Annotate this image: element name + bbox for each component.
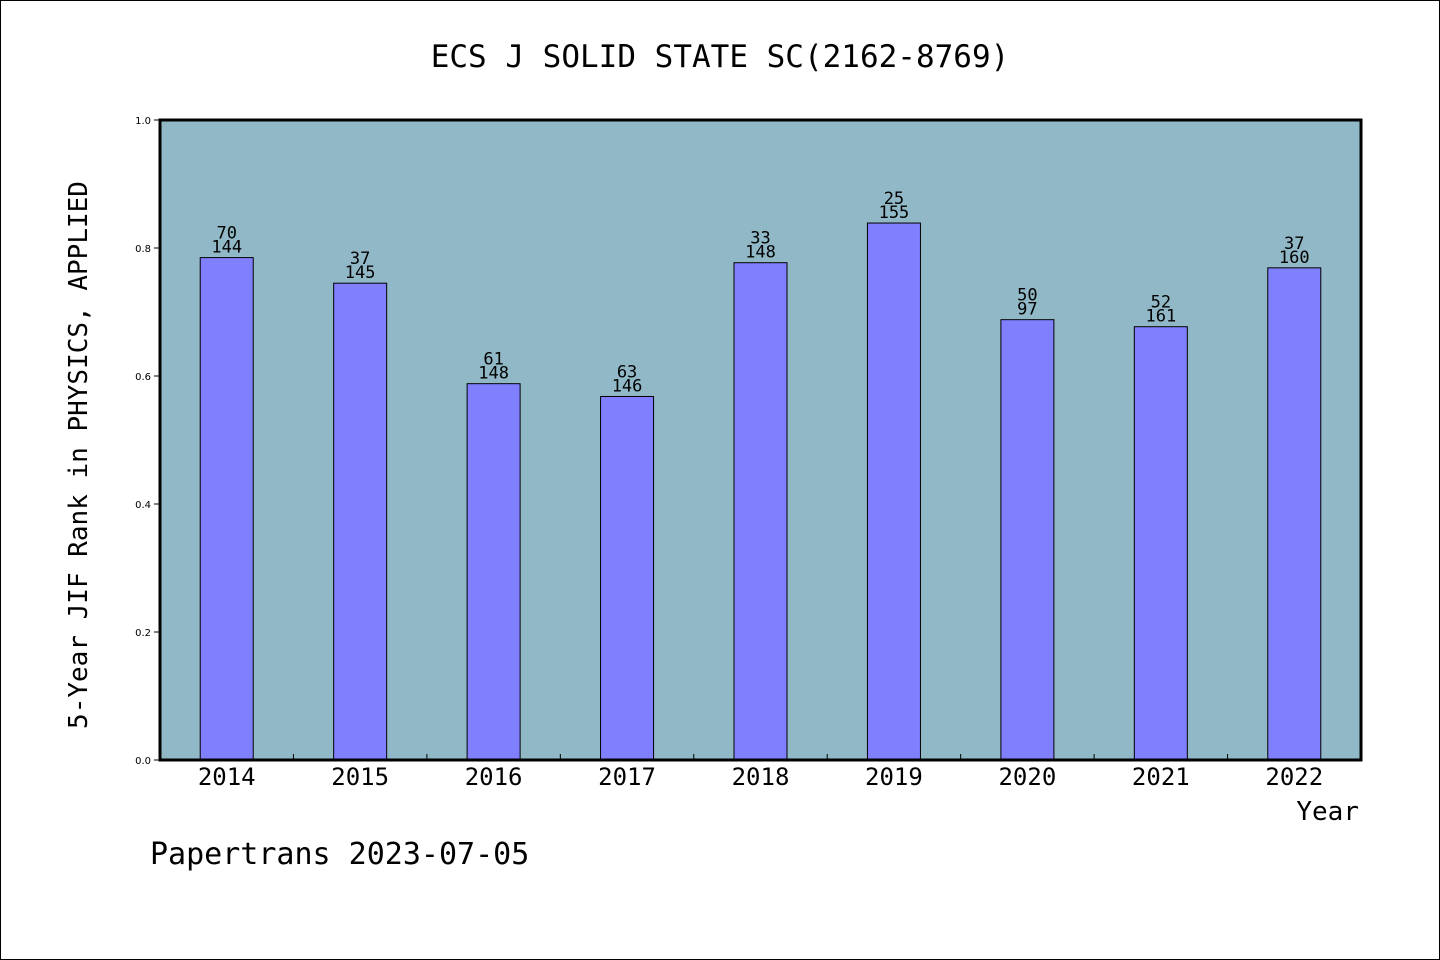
bar [866, 222, 921, 761]
plot-border [158, 118, 1363, 762]
footer-text: Papertrans 2023-07-05 [150, 837, 529, 872]
bar [1133, 326, 1188, 761]
bar-total-label: 144 [211, 238, 242, 258]
bar-rank-label: 70 [216, 224, 236, 244]
bar-rank-label: 61 [483, 350, 503, 370]
y-ticks-layer: 0.0 0.2 0.4 0.6 0.8 1.0 [135, 116, 160, 767]
bar-rank-label: 63 [617, 362, 637, 382]
bar-total-label: 148 [478, 364, 509, 384]
bar-total-label: 148 [745, 243, 776, 263]
bar [600, 395, 655, 761]
bar-total-label: 145 [345, 263, 376, 283]
y-tick-label: 0.0 [135, 756, 151, 767]
bar [199, 257, 254, 761]
bar [1000, 319, 1055, 761]
bar-total-label: 160 [1279, 248, 1310, 268]
x-tick-label: 2022 [1265, 763, 1323, 791]
bar [733, 262, 788, 761]
y-tick-label: 0.6 [135, 372, 151, 383]
x-ticks-layer: 2014 2015 2016 2017 2018 2019 2020 2021 2022 [198, 754, 1323, 791]
x-axis-label: Year [1296, 797, 1359, 827]
bar-rank-label: 50 [1017, 286, 1037, 306]
x-tick-label: 2017 [598, 763, 656, 791]
bar [1267, 267, 1322, 761]
bar-rank-label: 37 [350, 249, 370, 269]
x-tick-label: 2020 [998, 763, 1056, 791]
bar [333, 282, 388, 761]
chart-title: ECS J SOLID STATE SC(2162-8769) [431, 39, 1010, 75]
x-tick-label: 2018 [732, 763, 790, 791]
x-tick-label: 2021 [1132, 763, 1190, 791]
bar-rank-label: 33 [750, 229, 770, 249]
bar-rank-label: 25 [884, 189, 904, 209]
bar-total-label: 146 [612, 376, 643, 396]
x-tick-label: 2016 [465, 763, 523, 791]
y-tick-label: 0.8 [135, 244, 151, 255]
y-tick-label: 1.0 [135, 116, 151, 127]
y-axis-label: 5-Year JIF Rank in PHYSICS, APPLIED [64, 181, 94, 729]
bar-total-label: 97 [1017, 300, 1037, 320]
y-tick-label: 0.4 [135, 500, 151, 511]
bar-total-label: 161 [1145, 307, 1176, 327]
x-tick-label: 2015 [331, 763, 389, 791]
y-tick-label: 0.2 [135, 628, 151, 639]
bar-total-label: 155 [879, 203, 910, 223]
x-tick-label: 2014 [198, 763, 256, 791]
bar [466, 383, 521, 761]
bar-rank-label: 52 [1151, 293, 1171, 313]
x-tick-label: 2019 [865, 763, 923, 791]
bar-rank-label: 37 [1284, 234, 1304, 254]
